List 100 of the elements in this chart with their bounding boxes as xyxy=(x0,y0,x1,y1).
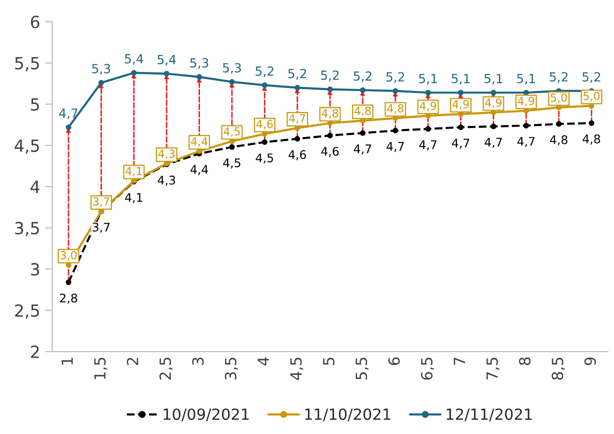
data-label: 4,7 xyxy=(354,144,372,154)
point xyxy=(98,80,104,86)
x-tick-label: 7 xyxy=(454,358,465,365)
data-label: 4,7 xyxy=(517,137,535,148)
point xyxy=(229,144,235,150)
data-label: 5,4 xyxy=(124,54,144,65)
point xyxy=(425,90,431,96)
x-tick-label: 8,5 xyxy=(552,358,565,380)
legend-label: 12/11/2021 xyxy=(446,408,532,422)
data-label: 4,8 xyxy=(582,134,600,145)
data-label: 4,9 xyxy=(518,96,534,106)
point xyxy=(294,136,300,142)
data-label: 5,2 xyxy=(256,66,274,78)
data-label: 4,9 xyxy=(420,102,436,112)
x-tick-label: 9 xyxy=(584,357,596,366)
x-tick-label: 5,5 xyxy=(356,358,369,380)
data-label: 5,0 xyxy=(584,92,600,102)
point xyxy=(458,90,464,96)
data-label: 4,6 xyxy=(288,150,306,160)
data-label: 4,8 xyxy=(322,109,338,119)
data-label: 4,3 xyxy=(158,176,176,186)
data-label: 5,2 xyxy=(288,68,306,80)
point xyxy=(262,139,268,145)
data-label: 4,8 xyxy=(354,106,371,116)
data-label: 4,7 xyxy=(484,138,502,148)
data-label: 4,8 xyxy=(550,135,568,146)
point xyxy=(490,124,496,130)
point xyxy=(523,122,529,128)
data-label: 4,7 xyxy=(386,142,404,152)
point xyxy=(490,90,496,96)
point xyxy=(66,124,72,130)
y-tick-label: 5,5 xyxy=(15,57,39,72)
x-tick-label: 2 xyxy=(126,358,138,365)
data-label: 4,9 xyxy=(452,100,469,110)
point xyxy=(327,132,333,138)
y-tick-label: 4,5 xyxy=(14,140,39,154)
point xyxy=(360,87,366,93)
data-label: 4,7 xyxy=(419,140,436,150)
y-tick-label: 3,5 xyxy=(15,222,39,236)
legend-label: 11/10/2021 xyxy=(305,408,390,422)
data-label: 4,5 xyxy=(224,127,240,137)
data-label: 4,4 xyxy=(190,165,208,176)
data-label: 5,3 xyxy=(222,63,241,74)
data-label: 4,9 xyxy=(485,98,502,108)
data-label: 5,0 xyxy=(550,93,567,103)
x-tick-label: 3,5 xyxy=(224,358,238,380)
point xyxy=(392,128,398,134)
point xyxy=(131,70,137,76)
data-label: 5,2 xyxy=(550,72,568,83)
data-label: 5,1 xyxy=(517,74,535,85)
point xyxy=(66,279,72,286)
point xyxy=(262,82,268,88)
x-tick-label: 3 xyxy=(192,358,204,365)
data-label: 5,2 xyxy=(582,72,600,83)
data-label: 4,7 xyxy=(59,108,78,120)
x-tick-label: 1 xyxy=(62,358,73,364)
data-label: 4,4 xyxy=(190,137,208,147)
data-label: 2,8 xyxy=(60,294,78,304)
data-label: 5,1 xyxy=(419,74,437,85)
x-tick-label: 7,5 xyxy=(486,358,500,380)
data-label: 4,7 xyxy=(289,114,306,124)
point xyxy=(164,70,170,76)
y-tick-label: 6 xyxy=(30,16,40,28)
data-label: 4,7 xyxy=(452,138,470,149)
data-label: 4,6 xyxy=(256,120,273,130)
point xyxy=(392,88,398,94)
data-label: 5,3 xyxy=(92,64,110,75)
y-tick-label: 4 xyxy=(30,180,40,193)
legend-label: 10/09/2021 xyxy=(164,408,249,422)
data-label: 4,1 xyxy=(125,193,142,204)
point xyxy=(360,130,366,136)
x-tick-label: 5 xyxy=(323,358,334,365)
data-label: 4,5 xyxy=(223,158,240,168)
data-label: 5,1 xyxy=(452,74,470,85)
y-tick-label: 3 xyxy=(31,263,40,276)
data-label: 3,0 xyxy=(60,250,77,260)
data-label: 5,2 xyxy=(386,72,404,83)
x-tick-label: 2,5 xyxy=(159,358,173,380)
data-label: 4,3 xyxy=(158,150,175,160)
data-label: 5,3 xyxy=(190,58,208,69)
data-label: 3,7 xyxy=(93,197,110,207)
x-tick-label: 4,5 xyxy=(290,358,304,380)
data-label: 4,5 xyxy=(256,154,274,164)
point xyxy=(458,124,464,130)
data-label: 5,2 xyxy=(354,71,372,82)
x-tick-label: 8 xyxy=(519,357,531,366)
point xyxy=(229,79,235,85)
point xyxy=(327,86,333,92)
x-tick-label: 6 xyxy=(388,357,400,366)
data-label: 4,8 xyxy=(387,104,404,114)
point xyxy=(425,126,431,132)
data-label: 5,2 xyxy=(321,70,339,82)
x-tick-label: 6,5 xyxy=(420,358,434,380)
x-tick-label: 1,5 xyxy=(94,358,108,380)
y-tick-label: 5 xyxy=(31,98,39,111)
data-label: 4,1 xyxy=(126,166,142,176)
point xyxy=(556,121,562,127)
data-label: 3,7 xyxy=(92,222,110,233)
point xyxy=(196,74,202,80)
x-tick-label: 4 xyxy=(258,357,269,366)
